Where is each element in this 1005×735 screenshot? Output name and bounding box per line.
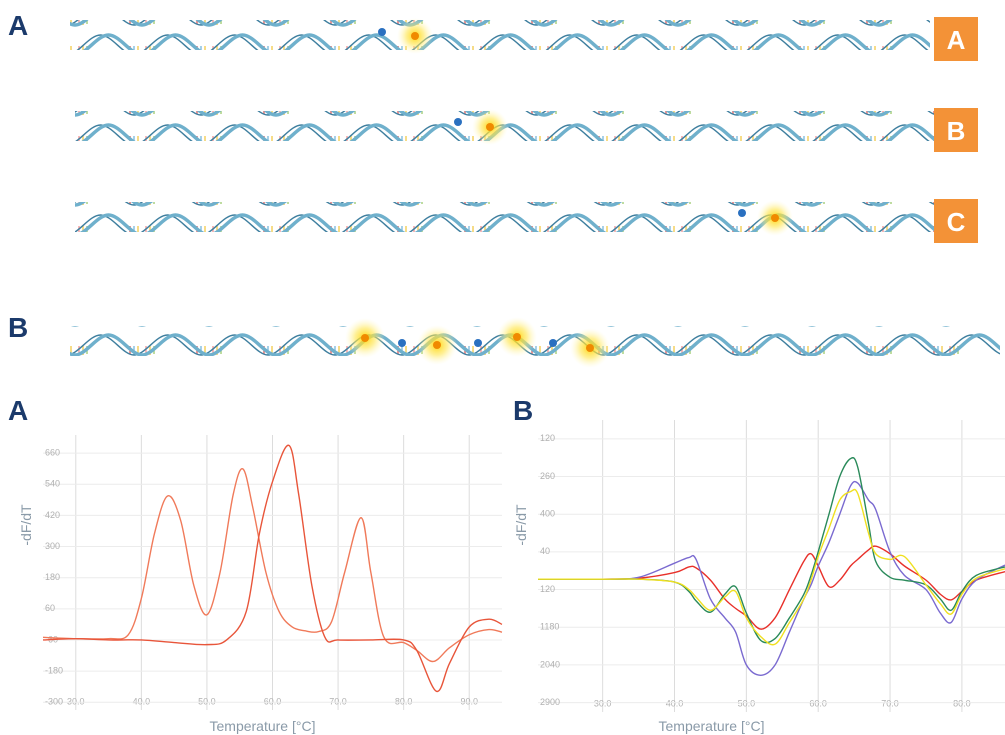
- probes: [345, 18, 793, 368]
- series-line: [538, 457, 1005, 644]
- y-tick-label: 420: [45, 510, 60, 520]
- quencher: [738, 209, 746, 217]
- y-tick-label: 660: [45, 448, 60, 458]
- y-axis-label: -dF/dT: [513, 504, 529, 546]
- fluorophore: [433, 341, 441, 349]
- row-box: [934, 17, 978, 61]
- quencher: [549, 339, 557, 347]
- x-tick-label: 50.0: [738, 698, 756, 708]
- row-label: A: [947, 25, 966, 55]
- panel-label: B: [8, 312, 28, 343]
- series-line: [538, 488, 1005, 646]
- y-tick-label: 120: [540, 433, 555, 443]
- y-tick-label: 300: [45, 541, 60, 551]
- quencher: [454, 118, 462, 126]
- x-tick-label: 30.0: [594, 698, 612, 708]
- fluorophore: [411, 32, 419, 40]
- dna-helix: [75, 202, 935, 232]
- x-tick-label: 40.0: [666, 698, 684, 708]
- y-tick-label: 540: [45, 479, 60, 489]
- row-label: B: [947, 116, 966, 146]
- series-line: [42, 444, 503, 693]
- x-axis-label: Temperature [°C]: [210, 718, 316, 734]
- row-box: [934, 199, 978, 243]
- fluorophore: [771, 214, 779, 222]
- y-tick-label: 2900: [540, 697, 560, 707]
- dna-helix: [70, 20, 930, 50]
- x-tick-label: 70.0: [881, 698, 899, 708]
- y-tick-label: 1180: [540, 622, 559, 632]
- panel-label: A: [8, 10, 28, 41]
- series-line: [537, 545, 1005, 630]
- y-tick-label: 180: [45, 572, 60, 582]
- x-axis-label: Temperature [°C]: [659, 718, 765, 734]
- x-tick-label: 30.0: [67, 696, 85, 706]
- x-tick-label: 50.0: [198, 696, 216, 706]
- y-tick-label: -180: [45, 665, 63, 675]
- fluorophore: [361, 334, 369, 342]
- x-tick-label: 80.0: [395, 696, 413, 706]
- x-tick-label: 60.0: [809, 698, 827, 708]
- fluorophore: [586, 344, 594, 352]
- y-tick-label: 40: [540, 546, 550, 556]
- y-tick-label: 400: [540, 509, 555, 519]
- panel-label: B: [513, 395, 533, 426]
- quencher: [378, 28, 386, 36]
- x-tick-label: 40.0: [133, 696, 151, 706]
- row-box: [934, 108, 978, 152]
- row-label: C: [947, 207, 966, 237]
- y-tick-label: 2040: [540, 659, 560, 669]
- quencher: [398, 339, 406, 347]
- y-axis-label: -dF/dT: [18, 504, 34, 546]
- x-tick-label: 80.0: [953, 698, 971, 708]
- fluorophore: [513, 333, 521, 341]
- quencher: [474, 339, 482, 347]
- y-tick-label: 60: [45, 603, 55, 613]
- x-tick-label: 60.0: [264, 696, 282, 706]
- y-tick-label: 260: [540, 471, 555, 481]
- x-tick-label: 90.0: [460, 696, 478, 706]
- series-line: [537, 480, 1005, 676]
- panel-label: A: [8, 395, 28, 426]
- y-tick-label: 120: [540, 584, 555, 594]
- x-tick-label: 70.0: [329, 696, 347, 706]
- y-tick-label: -300: [45, 697, 63, 707]
- fluorophore: [486, 123, 494, 131]
